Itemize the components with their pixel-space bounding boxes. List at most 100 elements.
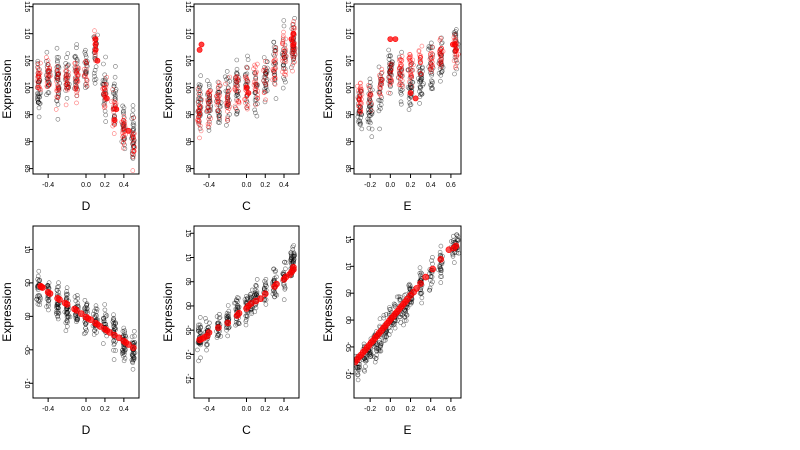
red-point (366, 86, 372, 91)
black-point (363, 358, 369, 364)
red-point (223, 100, 229, 106)
black-point (93, 76, 99, 82)
red-point (255, 96, 261, 101)
red-point (234, 79, 239, 84)
red-point (36, 74, 42, 80)
black-point (438, 73, 444, 78)
points-layer (195, 15, 298, 141)
x-tick-label: -0.4 (203, 406, 215, 413)
red-point (451, 35, 457, 40)
red-point (84, 83, 90, 89)
black-point (119, 351, 125, 356)
red-point (409, 73, 414, 79)
red-point (292, 59, 297, 65)
black-point (82, 49, 88, 55)
red-point (263, 82, 269, 88)
points-layer (34, 28, 137, 173)
black-point (262, 87, 267, 92)
black-point (438, 274, 443, 279)
y-axis-title: Expression (161, 59, 175, 118)
x-tick-label: 0.4 (279, 406, 289, 413)
red-point (75, 78, 80, 83)
red-point (215, 97, 220, 102)
y-tick-label: 05 (23, 279, 30, 287)
red-point (84, 60, 89, 66)
black-point (398, 320, 404, 325)
black-point (112, 96, 118, 101)
black-point (454, 66, 459, 72)
red-point (236, 98, 241, 104)
black-point (104, 313, 110, 318)
red-point (195, 117, 201, 122)
black-point (225, 314, 231, 319)
black-point (111, 338, 116, 344)
black-point (419, 295, 425, 301)
black-point (75, 296, 80, 301)
black-point (120, 103, 125, 109)
black-point (454, 60, 460, 66)
black-point (132, 328, 137, 334)
black-point (406, 107, 412, 112)
red-point (73, 60, 78, 66)
fit-point (429, 265, 437, 273)
x-tick-label: 0.0 (385, 182, 395, 189)
black-point (436, 267, 441, 273)
black-point (196, 91, 202, 97)
red-point (397, 71, 402, 77)
black-point (451, 260, 457, 265)
black-point (102, 302, 107, 307)
black-point (398, 297, 403, 303)
fit-point (115, 334, 123, 342)
black-point (253, 283, 258, 289)
x-tick-label: 0.4 (279, 182, 289, 189)
black-point (234, 297, 239, 303)
black-point (45, 77, 51, 82)
black-point (132, 355, 137, 361)
black-point (368, 83, 373, 89)
red-point (389, 61, 395, 67)
red-point (379, 66, 385, 72)
red-point (206, 89, 212, 95)
red-point (234, 82, 240, 87)
x-tick-label: 0.2 (406, 182, 416, 189)
black-point (254, 284, 259, 289)
black-point (406, 283, 412, 288)
black-point (198, 73, 203, 78)
red-point (55, 68, 61, 73)
black-point (263, 297, 269, 303)
black-point (386, 53, 392, 59)
red-point (130, 141, 135, 147)
y-tick-label: -05 (184, 325, 191, 335)
fit-point (125, 341, 132, 348)
black-point (208, 104, 213, 110)
red-point (367, 98, 373, 104)
red-point (35, 62, 41, 67)
black-point (263, 302, 269, 307)
black-point (438, 70, 444, 76)
black-point (429, 78, 434, 84)
red-point (378, 82, 383, 87)
red-point (437, 37, 443, 43)
black-point (121, 352, 127, 357)
red-point (130, 151, 135, 157)
red-point (271, 76, 277, 81)
black-point (409, 300, 415, 306)
red-point (289, 53, 295, 59)
black-point (54, 45, 60, 51)
red-point (198, 123, 203, 129)
black-point (397, 296, 403, 302)
black-point (234, 111, 240, 116)
red-point (234, 106, 239, 112)
red-point (73, 66, 78, 71)
red-point (368, 108, 374, 113)
black-point (234, 57, 240, 63)
black-point (252, 107, 257, 113)
black-point (383, 334, 389, 340)
y-tick-label: 15 (344, 236, 351, 244)
black-point (198, 315, 203, 320)
fit-point (78, 310, 85, 318)
black-point (253, 292, 259, 297)
red-point (428, 50, 434, 56)
black-point (429, 81, 435, 86)
red-highlight-point (92, 36, 99, 42)
